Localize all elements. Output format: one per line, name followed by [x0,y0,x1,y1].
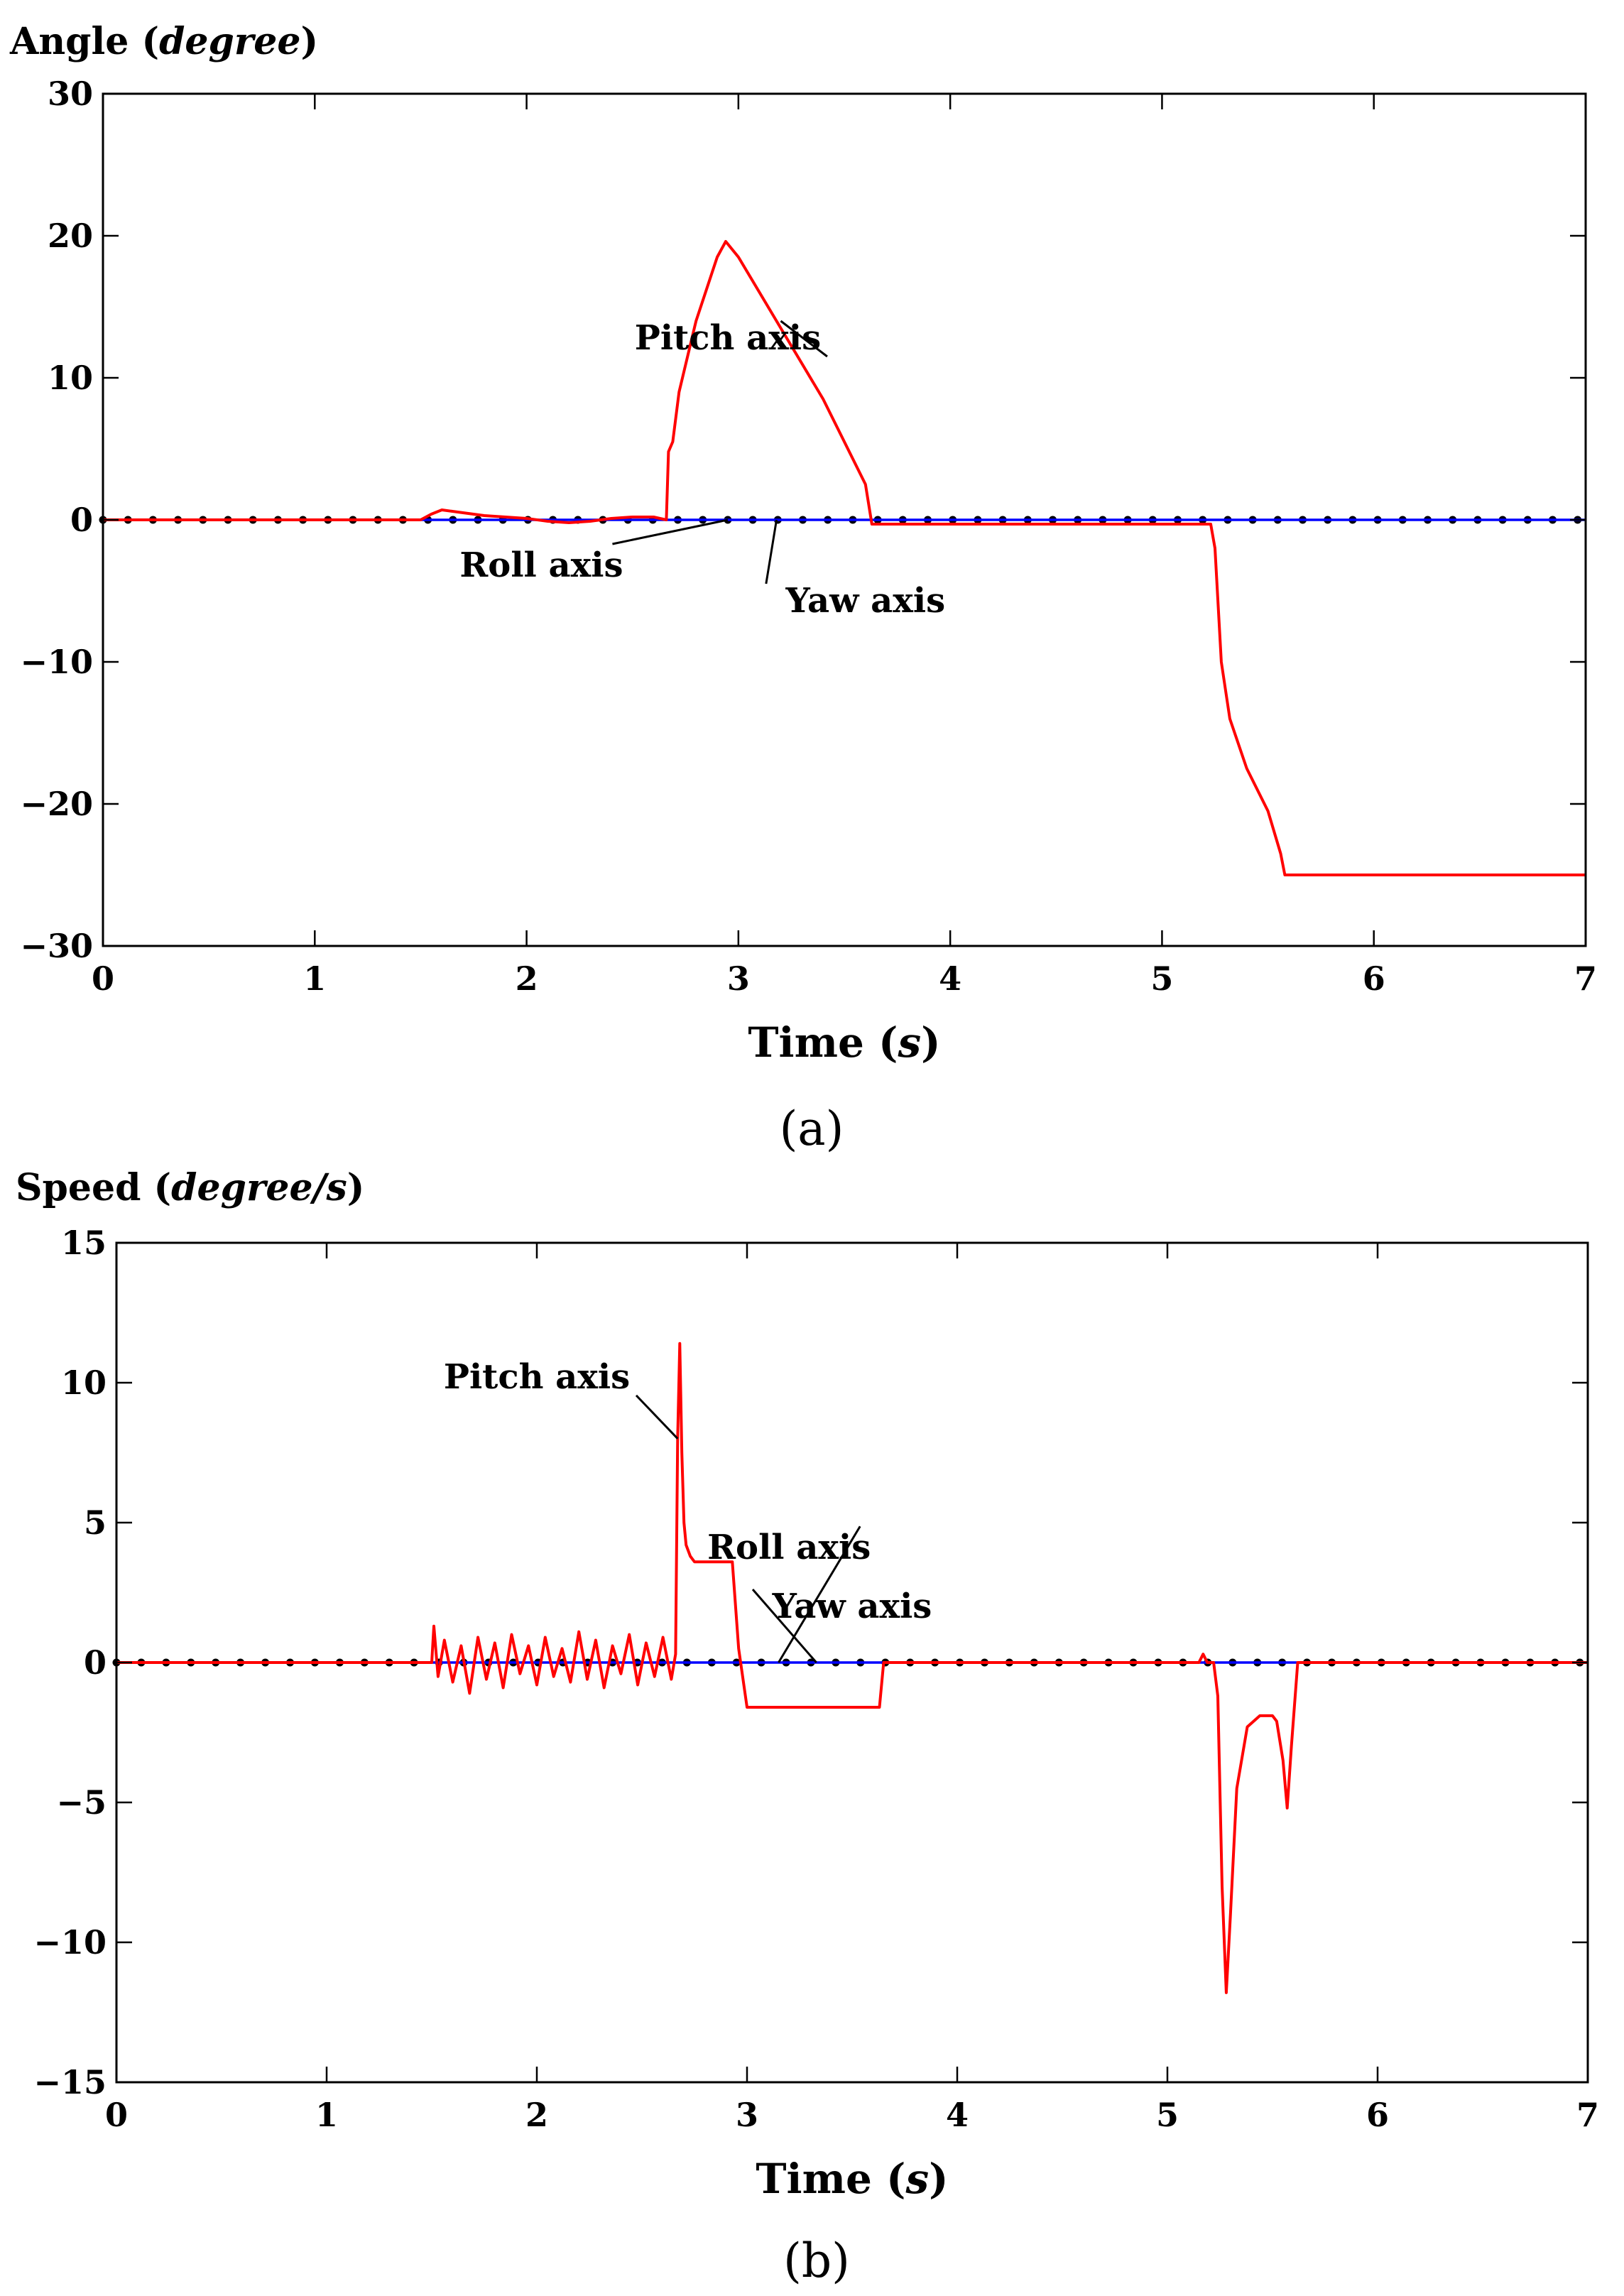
panel-b-xlabel-close: ) [929,2155,948,2203]
panel-b-annotation-roll-axis: Roll axis [707,1528,871,1567]
panel-b-ytick-label: 15 [61,1224,107,1262]
panel-a-plot: 0 1 2 3 4 5 6 7 30 20 10 0 −10 −20 −30 Pitch axis Roll … [20,75,1597,998]
panel-b-ytick-label: 0 [84,1643,107,1682]
panel-b-ticks: 0 1 2 3 4 5 6 7 15 10 5 0 −5 −10 −15 [33,1224,1599,2134]
panel-b-xlabel-plain: Time ( [756,2155,905,2203]
panel-a: Angle (degree) 0 1 2 3 4 5 6 7 30 20 10 0 −10 −20 −30 … [9,20,1597,1156]
panel-a-xtick-label: 3 [727,959,750,998]
panel-b-ylabel-close: ) [347,1166,365,1209]
panel-b-pitch-axis-line [116,1342,1588,1994]
panel-b-annotations: Pitch axis Roll axis Yaw axis [444,1357,932,1663]
panel-b-annotation-pitch-axis: Pitch axis [444,1357,630,1397]
panel-a-label: (a) [780,1101,844,1156]
panel-a-annotation-pitch-axis-leader [780,320,828,358]
panel-a-xlabel: Time (s) [748,1018,940,1067]
panel-a-xlabel-italic: s [898,1018,922,1067]
panel-b-lines [112,1342,1588,1994]
panel-b-xtick-label: 6 [1366,2096,1389,2134]
panel-a-ytick-label: 0 [70,501,93,539]
panel-a-ytick-label: −10 [20,643,93,681]
panel-b-label: (b) [783,2234,850,2288]
panel-b-xtick-label: 3 [736,2096,758,2134]
panel-b-ytick-label: −10 [33,1923,107,1962]
panel-b-xtick-label: 7 [1576,2096,1599,2134]
panel-a-ylabel: Angle (degree) [9,20,318,63]
panel-b-annotation-yaw-axis-leader [751,1588,817,1663]
panel-a-xtick-label: 0 [92,959,114,998]
panel-b-xlabel-italic: s [905,2155,930,2203]
panel-a-annotation-pitch-axis: Pitch axis [635,318,821,358]
panel-a-ytick-label: −20 [20,785,93,823]
panel-a-ylabel-close: ) [300,20,318,63]
panel-a-ticks: 0 1 2 3 4 5 6 7 30 20 10 0 −10 −20 −30 [20,75,1597,998]
panel-a-annotation-roll-axis-leader [612,518,729,545]
panel-b-xlabel: Time (s) [756,2155,948,2203]
panel-a-xtick-label: 4 [939,959,961,998]
panel-b-ylabel-italic: degree/s [171,1166,347,1209]
panel-b-ylabel: Speed (degree/s) [16,1166,364,1209]
panel-a-ylabel-italic: degree [159,20,300,63]
panel-b-plot: 0 1 2 3 4 5 6 7 15 10 5 0 −5 −10 −15 Pitch axis Roll ax… [33,1224,1599,2134]
panel-b-ytick-label: 10 [61,1364,107,1402]
panel-a-pitch-axis-line [103,240,1586,876]
panel-b-annotation-roll-axis-leader [778,1525,861,1663]
panel-b-annotation-yaw-axis: Yaw axis [772,1587,932,1626]
panel-b-ytick-label: −5 [56,1783,107,1822]
panel-a-ytick-label: 10 [48,359,93,397]
panel-a-xtick-label: 2 [516,959,538,998]
panel-a-xtick-label: 1 [303,959,326,998]
panel-b-xtick-label: 5 [1156,2096,1179,2134]
panel-a-xtick-label: 7 [1574,959,1597,998]
panel-a-annotation-yaw-axis: Yaw axis [785,581,946,621]
panel-a-xlabel-close: ) [921,1018,940,1067]
panel-a-xtick-label: 6 [1363,959,1385,998]
panel-b-ytick-label: 5 [84,1503,107,1542]
panel-a-annotation-roll-axis: Roll axis [459,545,623,585]
panel-b-annotation-pitch-axis-leader [635,1394,679,1440]
panel-a-ylabel-plain: Angle ( [9,20,159,63]
panel-b-plot-frame [115,1241,1589,2084]
panel-b-xtick-label: 4 [946,2096,969,2134]
panel-b-xtick-label: 2 [525,2096,548,2134]
panel-b-xtick-label: 1 [315,2096,338,2134]
panel-a-plot-frame [102,92,1587,947]
panel-a-xtick-label: 5 [1150,959,1173,998]
panel-a-ytick-label: −30 [20,927,93,965]
panel-a-ytick-label: 20 [48,217,93,255]
panel-a-ytick-label: 30 [48,75,93,113]
panel-a-xlabel-plain: Time ( [748,1018,898,1067]
panel-a-annotation-yaw-axis-leader [765,519,778,584]
panel-b: Speed (degree/s) 0 1 2 3 4 5 6 7 15 10 5 0 −5 −10 −15 … [16,1166,1599,2288]
panel-b-ytick-label: −15 [33,2063,107,2101]
panel-a-lines [99,240,1586,876]
panel-b-ylabel-plain: Speed ( [16,1166,171,1209]
panel-a-annotations: Pitch axis Roll axis Yaw axis [459,318,945,621]
panel-b-xtick-label: 0 [105,2096,128,2134]
